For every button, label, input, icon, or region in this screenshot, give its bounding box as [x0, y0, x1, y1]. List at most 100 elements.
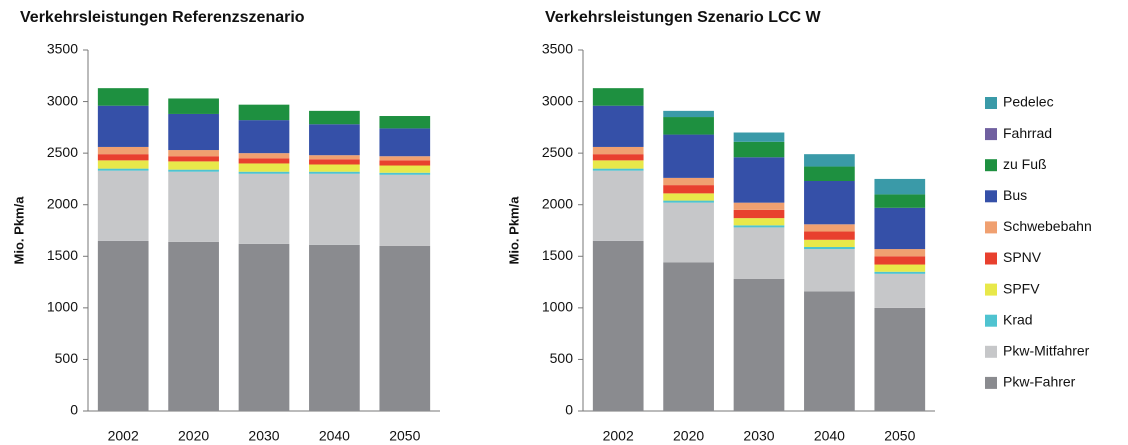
bar-segment	[874, 273, 926, 308]
legend-label: Fahrrad	[1003, 125, 1052, 141]
y-tick-label: 2500	[542, 144, 573, 160]
bar-segment	[874, 256, 926, 265]
bar-segment	[663, 177, 714, 186]
bar-segment	[592, 168, 644, 171]
bar-segment	[238, 153, 290, 159]
legend-label: Pkw-Fahrer	[1003, 374, 1076, 390]
x-tick-label: 2050	[389, 428, 420, 444]
x-tick-label: 2030	[743, 428, 774, 444]
bar-segment	[238, 243, 290, 411]
legend-swatch	[985, 252, 997, 265]
bar-segment	[238, 171, 290, 174]
chart-title: Verkehrsleistungen Szenario LCC W	[545, 9, 822, 26]
bar-segment	[168, 161, 219, 170]
bar-segment	[309, 244, 360, 411]
bar-segment	[663, 262, 714, 411]
bar-segment	[97, 154, 149, 161]
bar-segment	[874, 307, 926, 411]
bar-segment	[733, 225, 785, 228]
bar-segment	[309, 124, 360, 156]
legend-swatch	[985, 159, 997, 172]
y-tick-label: 500	[55, 350, 79, 366]
bar-segment	[379, 128, 431, 157]
bar-segment	[592, 160, 644, 169]
legend-label: SPFV	[1003, 280, 1040, 296]
bar-segment	[804, 166, 855, 181]
legend-label: Schwebebahn	[1003, 218, 1092, 234]
bar-segment	[804, 247, 855, 250]
legend-swatch	[985, 97, 997, 109]
bar-segment	[592, 240, 644, 411]
bar-segment	[804, 231, 855, 240]
y-tick-label: 0	[565, 402, 573, 418]
bar-segment	[733, 132, 785, 142]
bar-segment	[238, 158, 290, 164]
bar-segment	[309, 110, 360, 125]
bar-segment	[309, 155, 360, 160]
x-tick-label: 2030	[248, 428, 279, 444]
bar-segment	[592, 170, 644, 241]
bar-segment	[97, 240, 149, 411]
bar-segment	[874, 264, 926, 272]
bar-segment	[663, 134, 714, 178]
bar-segment	[874, 178, 926, 195]
bar-segment	[663, 117, 714, 135]
bar-segment	[874, 249, 926, 257]
bar-segment	[97, 160, 149, 169]
bar-segment	[663, 193, 714, 201]
y-tick-label: 1500	[47, 247, 78, 263]
bar-segment	[804, 154, 855, 167]
bar-segment	[168, 150, 219, 157]
bar-segment	[97, 168, 149, 171]
legend-label: Bus	[1003, 187, 1027, 203]
bar-segment	[663, 110, 714, 118]
legend-label: SPNV	[1003, 249, 1042, 265]
legend-swatch	[985, 190, 997, 203]
bar-segment	[874, 194, 926, 208]
y-tick-label: 3500	[47, 41, 78, 57]
chart-title: Verkehrsleistungen Referenzszenario	[20, 9, 305, 26]
bar-segment	[97, 170, 149, 241]
bar-segment	[592, 88, 644, 106]
y-tick-label: 3000	[47, 92, 78, 108]
bar-segment	[379, 156, 431, 161]
bar-segment	[97, 146, 149, 155]
bar-segment	[804, 291, 855, 411]
bar-segment	[379, 116, 431, 129]
legend-swatch	[985, 314, 997, 327]
bar-segment	[379, 172, 431, 175]
bar-segment	[309, 159, 360, 165]
bar-segment	[238, 120, 290, 154]
legend-label: zu Fuß	[1003, 156, 1047, 172]
legend-swatch	[985, 283, 997, 296]
bar-segment	[379, 245, 431, 411]
bar-segment	[804, 249, 855, 292]
bar-segment	[379, 165, 431, 173]
legend-label: Pedelec	[1003, 94, 1054, 110]
bar-segment	[97, 105, 149, 147]
bar-segment	[309, 173, 360, 245]
bar-segment	[168, 171, 219, 242]
x-tick-label: 2020	[673, 428, 704, 444]
x-tick-label: 2040	[319, 428, 350, 444]
bar-segment	[733, 157, 785, 203]
bar-segment	[804, 224, 855, 232]
bar-segment	[804, 180, 855, 225]
y-tick-label: 500	[550, 350, 574, 366]
legend-swatch	[985, 376, 997, 389]
bar-segment	[592, 154, 644, 161]
bar-segment	[874, 207, 926, 250]
bar-segment	[733, 209, 785, 219]
y-tick-label: 2500	[47, 144, 78, 160]
bar-segment	[168, 169, 219, 172]
bar-segment	[733, 227, 785, 279]
x-tick-label: 2040	[814, 428, 845, 444]
bar-segment	[379, 160, 431, 166]
y-tick-label: 3000	[542, 92, 573, 108]
bar-segment	[733, 141, 785, 158]
bar-segment	[309, 164, 360, 172]
bar-segment	[663, 185, 714, 194]
y-tick-label: 2000	[542, 195, 573, 211]
y-tick-label: 0	[70, 402, 78, 418]
legend-swatch	[985, 128, 997, 141]
